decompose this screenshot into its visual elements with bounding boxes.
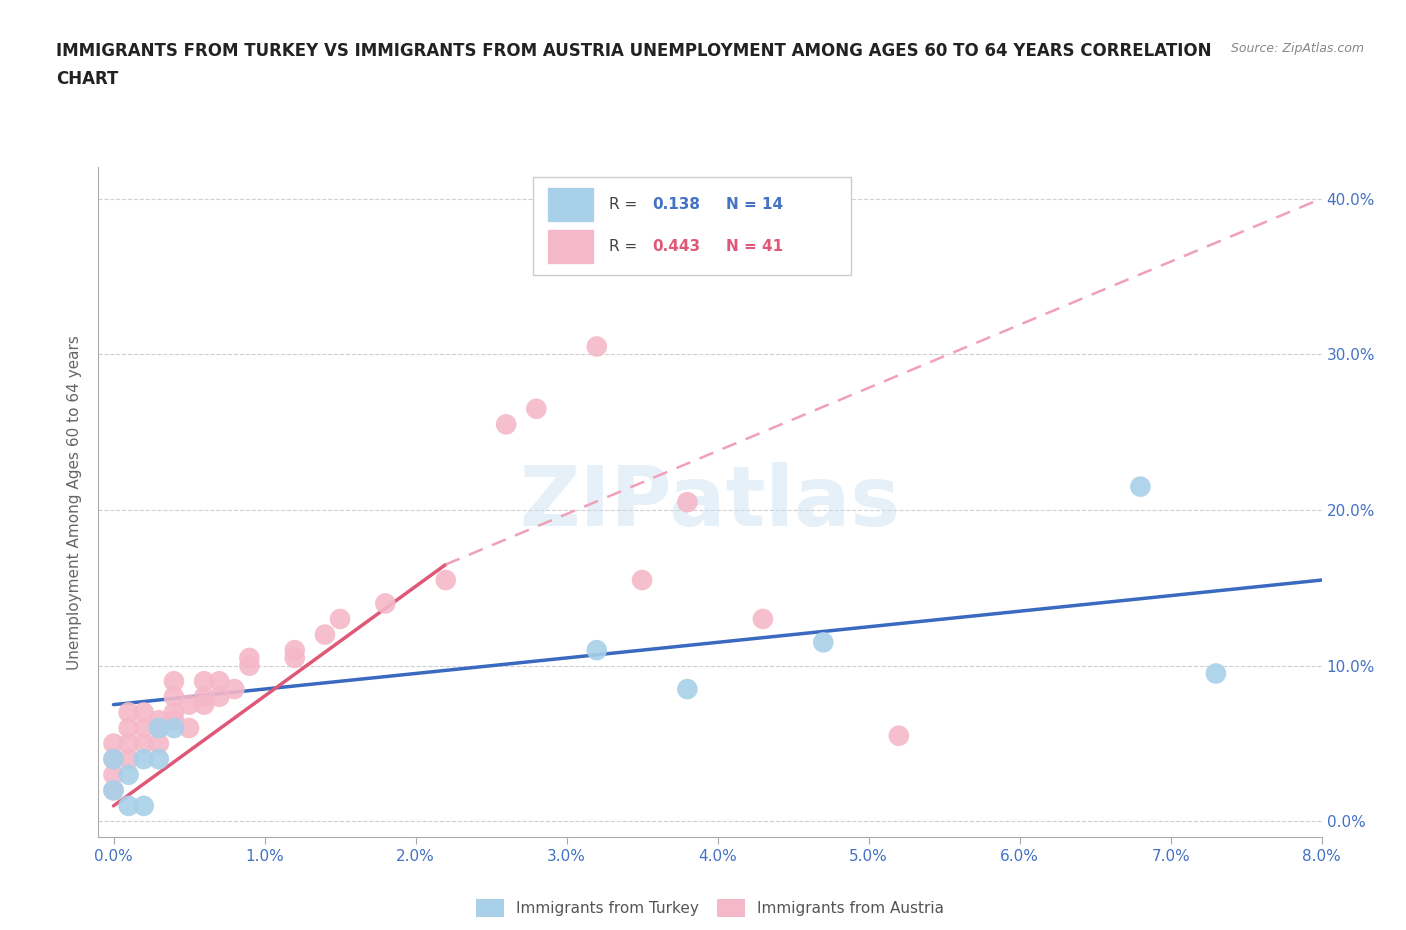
Point xyxy=(495,417,517,432)
Text: R =: R = xyxy=(609,239,641,254)
Point xyxy=(813,635,835,650)
Point xyxy=(1205,666,1227,681)
Bar xyxy=(547,188,593,222)
Point xyxy=(193,674,215,689)
Point xyxy=(1129,479,1152,494)
Point xyxy=(374,596,396,611)
Point xyxy=(314,627,336,642)
Point xyxy=(163,712,186,727)
Point xyxy=(193,689,215,704)
Point xyxy=(103,783,125,798)
Point xyxy=(676,682,699,697)
FancyBboxPatch shape xyxy=(533,178,851,274)
Point xyxy=(148,721,170,736)
Legend: Immigrants from Turkey, Immigrants from Austria: Immigrants from Turkey, Immigrants from … xyxy=(470,893,950,923)
Point xyxy=(224,682,246,697)
Point xyxy=(208,674,231,689)
Point xyxy=(132,737,155,751)
Point xyxy=(132,721,155,736)
Point xyxy=(132,705,155,720)
Point xyxy=(208,689,231,704)
Point xyxy=(329,612,352,627)
Point xyxy=(238,658,260,673)
Point xyxy=(887,728,910,743)
Point xyxy=(117,721,139,736)
Point xyxy=(524,402,547,417)
Point xyxy=(676,495,699,510)
Point xyxy=(103,783,125,798)
Point xyxy=(163,705,186,720)
Point xyxy=(177,698,200,712)
Text: 0.138: 0.138 xyxy=(652,197,700,212)
Point xyxy=(585,339,607,354)
Text: 0.443: 0.443 xyxy=(652,239,700,254)
Text: N = 41: N = 41 xyxy=(725,239,783,254)
Point xyxy=(103,767,125,782)
Point xyxy=(117,705,139,720)
Point xyxy=(148,737,170,751)
Point xyxy=(117,799,139,814)
Point xyxy=(177,721,200,736)
Point xyxy=(434,573,457,588)
Y-axis label: Unemployment Among Ages 60 to 64 years: Unemployment Among Ages 60 to 64 years xyxy=(67,335,83,670)
Point xyxy=(284,643,307,658)
Text: Source: ZipAtlas.com: Source: ZipAtlas.com xyxy=(1230,42,1364,55)
Text: CHART: CHART xyxy=(56,70,118,87)
Point xyxy=(163,689,186,704)
Point xyxy=(284,650,307,665)
Point xyxy=(103,751,125,766)
Point xyxy=(631,573,654,588)
Point xyxy=(117,767,139,782)
Point xyxy=(103,737,125,751)
Point xyxy=(585,643,607,658)
Text: R =: R = xyxy=(609,197,641,212)
Point xyxy=(117,737,139,751)
Point xyxy=(163,674,186,689)
Point xyxy=(163,721,186,736)
Point xyxy=(148,712,170,727)
Point xyxy=(103,751,125,766)
Point xyxy=(117,751,139,766)
Text: IMMIGRANTS FROM TURKEY VS IMMIGRANTS FROM AUSTRIA UNEMPLOYMENT AMONG AGES 60 TO : IMMIGRANTS FROM TURKEY VS IMMIGRANTS FRO… xyxy=(56,42,1212,60)
Point xyxy=(193,698,215,712)
Point xyxy=(148,721,170,736)
Text: ZIPatlas: ZIPatlas xyxy=(520,461,900,543)
Point xyxy=(132,799,155,814)
Point xyxy=(148,751,170,766)
Bar xyxy=(547,229,593,264)
Point xyxy=(238,650,260,665)
Point xyxy=(752,612,775,627)
Point xyxy=(132,751,155,766)
Text: N = 14: N = 14 xyxy=(725,197,783,212)
